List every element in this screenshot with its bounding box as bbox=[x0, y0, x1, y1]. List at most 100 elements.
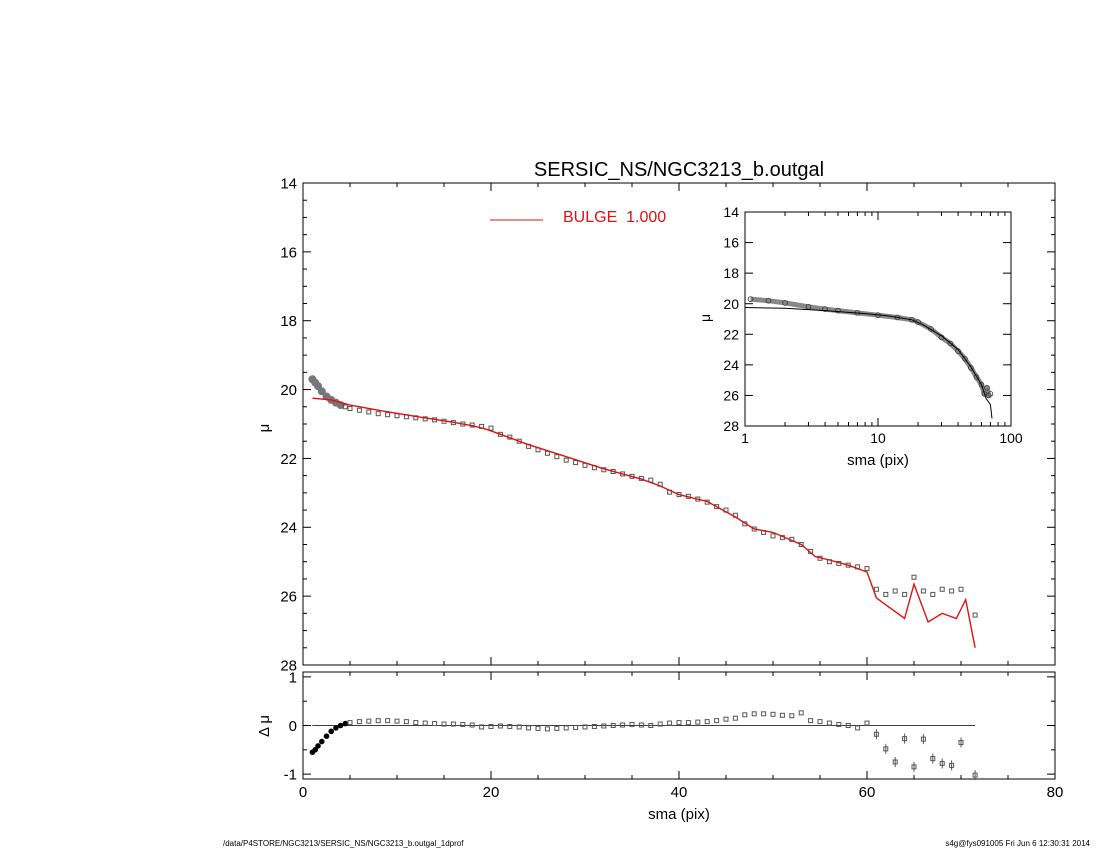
residual-point bbox=[323, 733, 330, 739]
data-point bbox=[892, 588, 898, 594]
y-tick-label-24: 24 bbox=[280, 520, 297, 537]
inset-data-point bbox=[985, 392, 992, 399]
inset-data-point bbox=[968, 365, 974, 371]
inset-data-point bbox=[915, 319, 921, 325]
residual-point bbox=[817, 719, 823, 725]
residual-point bbox=[761, 711, 767, 717]
residual-point bbox=[469, 722, 475, 728]
data-point bbox=[394, 413, 400, 419]
residual-point bbox=[836, 722, 842, 728]
residual-point bbox=[337, 722, 344, 729]
y-tick-label-24: 24 bbox=[723, 357, 739, 373]
data-point bbox=[864, 566, 870, 572]
inset-data-point bbox=[947, 340, 954, 347]
main-panel: SERSIC_NS/NGC3213_b.outgal μ 14 16 18 20 22 2… bbox=[256, 159, 1056, 674]
main-title: SERSIC_NS/NGC3213_b.outgal bbox=[534, 159, 824, 181]
y-tick-label-28: 28 bbox=[280, 657, 297, 674]
inset-data-point bbox=[747, 296, 754, 302]
data-point bbox=[798, 542, 804, 547]
inset-data-point bbox=[835, 307, 841, 314]
x-tick-label-0: 0 bbox=[299, 784, 307, 801]
residual-point bbox=[845, 723, 851, 728]
x-tick-label-20: 20 bbox=[483, 784, 500, 801]
inset-data-point bbox=[984, 384, 990, 391]
residual-point bbox=[450, 721, 456, 727]
y-tick-label--1: -1 bbox=[284, 767, 297, 784]
inset-plot-frame bbox=[744, 211, 1012, 427]
main-marks bbox=[308, 375, 978, 648]
inset-data-point bbox=[822, 306, 828, 312]
y-tick-label-26: 26 bbox=[723, 387, 739, 403]
residual-point bbox=[333, 725, 339, 731]
data-point bbox=[356, 407, 362, 413]
residual-point bbox=[507, 723, 513, 729]
data-point bbox=[883, 591, 889, 597]
data-point bbox=[554, 454, 560, 460]
data-point bbox=[375, 411, 381, 417]
y-tick-label-14: 14 bbox=[280, 175, 297, 192]
data-point bbox=[873, 586, 879, 592]
y-tick-label-20: 20 bbox=[723, 296, 739, 312]
y-tick-label-18: 18 bbox=[280, 313, 297, 330]
data-point bbox=[949, 588, 955, 594]
residual-axes: 0 20 40 60 80-101 bbox=[284, 669, 1064, 801]
residual-point bbox=[695, 719, 701, 725]
residual-point bbox=[460, 722, 466, 728]
residual-xlabel: sma (pix) bbox=[648, 806, 710, 823]
x-tick-label-100: 100 bbox=[999, 430, 1023, 446]
y-tick-label-22: 22 bbox=[280, 451, 297, 468]
inset-panel: μ sma (pix) 1 10 100 14 16 18 20 22 24 26 28 bbox=[697, 204, 1023, 469]
residual-point bbox=[657, 721, 663, 727]
inset-data-point bbox=[928, 326, 934, 332]
x-tick-label-10: 10 bbox=[870, 430, 886, 446]
residual-point bbox=[826, 720, 832, 726]
x-tick-label-60: 60 bbox=[859, 784, 876, 801]
y-tick-label-1: 1 bbox=[289, 669, 297, 686]
data-point bbox=[714, 504, 720, 510]
residual-point bbox=[573, 724, 579, 730]
residual-point bbox=[582, 724, 588, 730]
residual-point bbox=[312, 747, 319, 753]
residual-point bbox=[808, 718, 814, 724]
y-tick-label-14: 14 bbox=[723, 204, 739, 220]
residual-point bbox=[554, 725, 560, 731]
inset-model-line bbox=[744, 307, 993, 419]
residual-point bbox=[601, 723, 607, 729]
residual-point bbox=[366, 718, 372, 724]
residual-point bbox=[732, 715, 738, 721]
data-point bbox=[385, 412, 391, 418]
legend-label-bulge: BULGE 1.000 bbox=[563, 209, 666, 226]
data-point bbox=[911, 574, 917, 580]
y-tick-label-16: 16 bbox=[280, 244, 297, 261]
data-point bbox=[972, 612, 978, 618]
residual-point bbox=[497, 723, 503, 729]
y-tick-label-28: 28 bbox=[723, 418, 739, 434]
residual-point bbox=[403, 719, 409, 725]
residual-point bbox=[864, 720, 870, 726]
y-tick-label-16: 16 bbox=[723, 235, 739, 251]
residual-point bbox=[751, 711, 757, 717]
x-tick-label-40: 40 bbox=[671, 784, 688, 801]
main-legend: BULGE 1.000 bbox=[490, 209, 666, 226]
residual-point bbox=[315, 743, 321, 749]
inset-axes: 1 10 100 14 16 18 20 22 24 26 28 bbox=[723, 204, 1022, 446]
residual-panel: Δ μ sma (pix) 0 20 40 60 80-101 bbox=[256, 669, 1063, 823]
residual-point bbox=[356, 719, 362, 725]
residual-point bbox=[620, 722, 626, 728]
data-point bbox=[573, 460, 579, 466]
residual-point bbox=[676, 720, 682, 726]
y-tick-label-22: 22 bbox=[723, 326, 739, 342]
residual-point bbox=[441, 721, 447, 727]
residual-marks bbox=[309, 710, 978, 781]
data-point bbox=[770, 533, 776, 539]
residual-point bbox=[789, 713, 795, 719]
data-point bbox=[563, 457, 569, 463]
data-point bbox=[366, 409, 372, 415]
data-point bbox=[958, 586, 964, 592]
residual-point bbox=[723, 716, 729, 722]
data-point bbox=[920, 588, 926, 594]
residual-point bbox=[685, 720, 691, 726]
residual-point bbox=[516, 724, 522, 730]
bulge-model-line bbox=[312, 397, 976, 648]
